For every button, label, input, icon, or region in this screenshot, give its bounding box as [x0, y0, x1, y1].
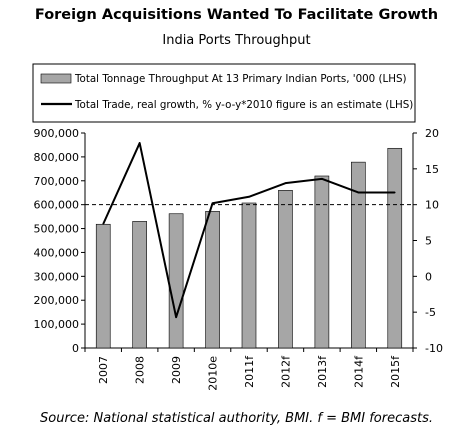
legend-line-label: Total Trade, real growth, % y-o-y*2010 f…	[74, 99, 413, 111]
legend-bar-label: Total Tonnage Throughput At 13 Primary I…	[74, 73, 407, 85]
growth-point	[284, 182, 287, 184]
right-axis-tick-label: 15	[425, 163, 439, 176]
right-axis-tick-label: 5	[425, 235, 432, 248]
bar	[95, 223, 111, 349]
bar	[132, 221, 147, 349]
x-axis-tick-label: 2009	[170, 356, 183, 384]
bar	[387, 147, 403, 349]
left-axis-tick-label: 500,000	[34, 223, 80, 236]
source-note: Source: National statistical authority, …	[40, 411, 433, 426]
chart-subtitle: India Ports Throughput	[162, 33, 311, 48]
x-axis-tick-label: 2010e	[207, 356, 220, 391]
growth-point	[248, 195, 250, 198]
bar	[314, 175, 330, 349]
growth-point	[393, 191, 396, 194]
chart: Total Tonnage Throughput At 13 Primary I…	[32, 63, 443, 391]
bar	[241, 202, 257, 349]
left-axis-tick-label: 700,000	[34, 175, 80, 188]
x-axis-tick-label: 2014f	[352, 355, 365, 388]
left-axis-tick-label: 900,000	[34, 127, 80, 140]
x-axis-tick-label: 2012f	[279, 355, 292, 388]
growth-point	[102, 223, 105, 225]
left-axis-tick-label: 600,000	[34, 199, 80, 212]
right-axis-tick-label: -10	[425, 342, 443, 355]
bar	[205, 211, 220, 349]
left-axis-tick-label: 300,000	[34, 270, 80, 283]
chart-title: Foreign Acquisitions Wanted To Facilitat…	[34, 7, 439, 23]
x-axis-tick-label: 2007	[97, 356, 110, 384]
left-axis-tick-label: 800,000	[34, 151, 80, 164]
right-axis-tick-label: 10	[425, 199, 439, 212]
left-axis-tick-label: 200,000	[34, 294, 80, 307]
left-axis-tick-label: 0	[72, 342, 79, 355]
legend-bar-swatch	[40, 73, 72, 84]
growth-point	[138, 142, 141, 144]
bar	[168, 213, 184, 349]
x-axis-tick-label: 2008	[134, 356, 147, 384]
x-axis-tick-label: 2015f	[389, 355, 402, 388]
right-axis-tick-label: 0	[425, 270, 432, 283]
x-axis-tick-label: 2013f	[316, 355, 329, 388]
left-axis-tick-label: 100,000	[34, 318, 80, 331]
growth-point	[175, 316, 177, 318]
bar	[278, 190, 293, 349]
x-axis-tick-label: 2011f	[243, 355, 256, 388]
growth-point	[357, 191, 360, 194]
growth-point	[321, 178, 323, 180]
legend-box	[32, 63, 416, 123]
growth-point	[211, 202, 214, 205]
left-axis-tick-label: 400,000	[34, 246, 80, 259]
bar	[351, 161, 366, 349]
right-axis-tick-label: 20	[425, 127, 439, 140]
right-axis-tick-label: -5	[425, 306, 436, 319]
